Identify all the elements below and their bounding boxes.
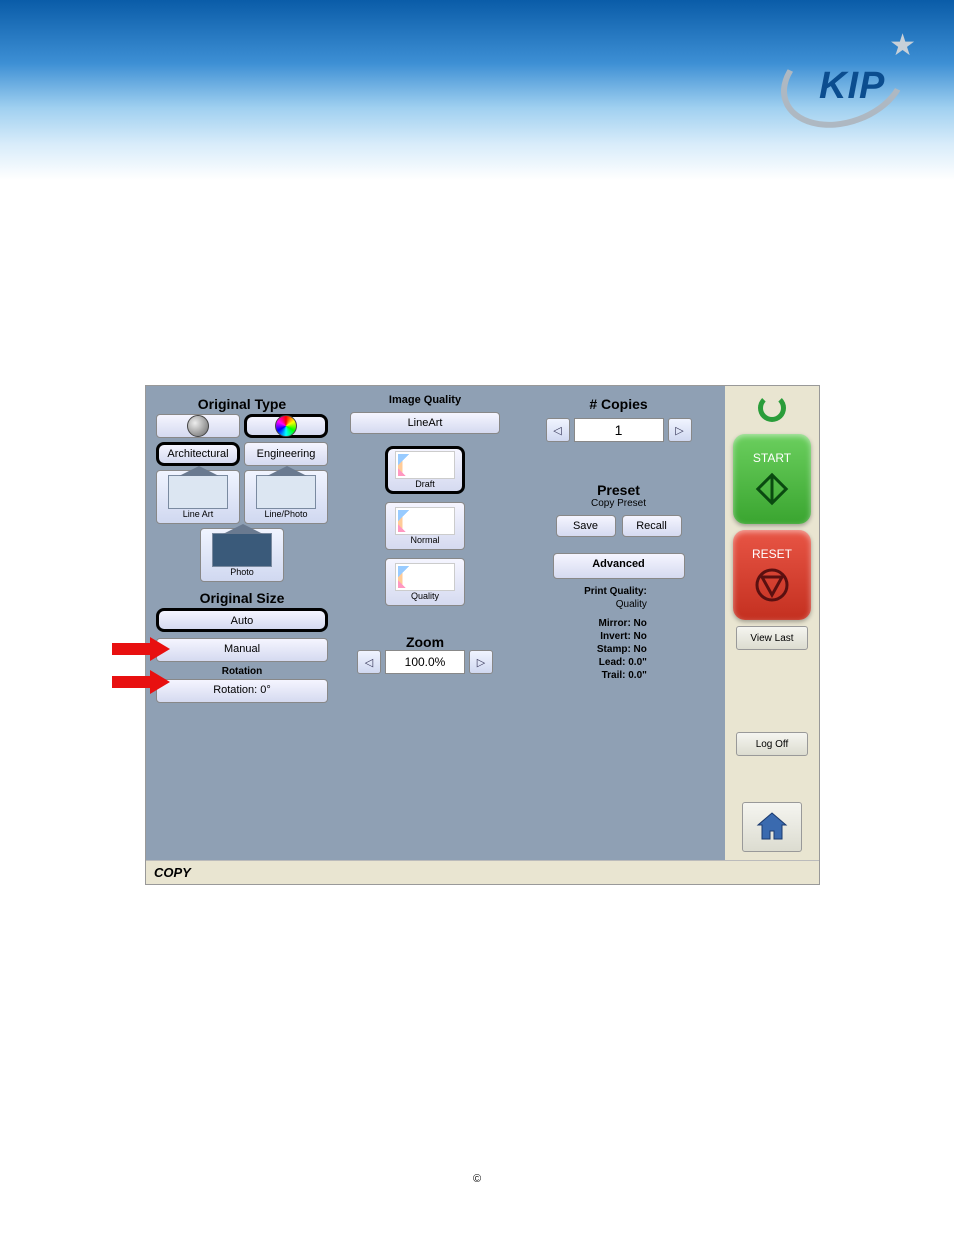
- start-diamond-icon: [754, 471, 790, 507]
- preset-title: Preset: [597, 482, 640, 498]
- zoom-value[interactable]: 100.0%: [385, 650, 465, 674]
- status-lead: Lead: 0.0": [584, 656, 647, 669]
- reset-label: RESET: [752, 547, 792, 561]
- original-size-title: Original Size: [200, 590, 285, 606]
- iq-normal-button[interactable]: Normal: [385, 502, 465, 550]
- line-photo-label: Line/Photo: [264, 509, 307, 519]
- mode-label: COPY: [154, 865, 191, 880]
- photo-label: Photo: [230, 567, 254, 577]
- house-photo-thumbnail-icon: [212, 533, 272, 567]
- home-button[interactable]: [742, 802, 802, 852]
- house-thumbnail-icon: [256, 475, 316, 509]
- iq-thumbnail-icon: [395, 451, 455, 479]
- advanced-button[interactable]: Advanced: [553, 553, 685, 579]
- copyright-symbol: ©: [473, 1173, 481, 1185]
- photo-button[interactable]: Photo: [200, 528, 284, 582]
- action-sidebar: START RESET View Last Log Off: [725, 386, 819, 860]
- zoom-decrease-button[interactable]: ◁: [357, 650, 381, 674]
- status-invert: Invert: No: [584, 630, 647, 643]
- photo-row: Photo: [200, 528, 284, 582]
- preset-row: Save Recall: [556, 515, 682, 537]
- screen-body-panel: Original Type Architectural Engineering …: [146, 386, 725, 860]
- iq-draft-button[interactable]: Draft: [385, 446, 465, 494]
- auto-size-button[interactable]: Auto: [156, 608, 328, 632]
- preset-subtitle: Copy Preset: [591, 498, 646, 509]
- zoom-row: ◁ 100.0% ▷: [357, 650, 493, 674]
- kip-logo: ★ KIP: [784, 30, 924, 130]
- status-mirror: Mirror: No: [584, 617, 647, 630]
- home-icon: [754, 811, 790, 843]
- original-type-column: Original Type Architectural Engineering …: [152, 394, 332, 852]
- iq-quality-button[interactable]: Quality: [385, 558, 465, 606]
- original-type-title: Original Type: [198, 396, 286, 412]
- architectural-button[interactable]: Architectural: [156, 442, 240, 466]
- copies-decrease-button[interactable]: ◁: [546, 418, 570, 442]
- copies-value[interactable]: 1: [574, 418, 664, 442]
- manual-size-button[interactable]: Manual: [156, 638, 328, 662]
- start-button[interactable]: START: [733, 434, 811, 524]
- iq-thumbnail-icon: [395, 507, 455, 535]
- image-quality-value-button[interactable]: LineArt: [350, 412, 500, 434]
- rotation-button[interactable]: Rotation: 0°: [156, 679, 328, 703]
- view-last-button[interactable]: View Last: [736, 626, 808, 650]
- logo-text: KIP: [819, 65, 885, 108]
- zoom-title: Zoom: [406, 634, 444, 650]
- page-header-gradient: ★ KIP: [0, 0, 954, 180]
- copy-screen-window: Original Type Architectural Engineering …: [145, 385, 820, 885]
- image-quality-title: Image Quality: [389, 394, 461, 406]
- engineering-button[interactable]: Engineering: [244, 442, 328, 466]
- image-quality-column: Image Quality LineArt Draft Normal Quali…: [340, 394, 510, 852]
- copies-preset-column: # Copies ◁ 1 ▷ Preset Copy Preset Save R…: [518, 394, 719, 852]
- preset-save-button[interactable]: Save: [556, 515, 616, 537]
- iq-draft-label: Draft: [415, 479, 435, 489]
- print-quality-label: Print Quality:: [584, 586, 647, 597]
- reset-button[interactable]: RESET: [733, 530, 811, 620]
- copies-row: ◁ 1 ▷: [546, 418, 692, 442]
- screen-footer: COPY: [146, 860, 819, 884]
- status-trail: Trail: 0.0": [584, 669, 647, 682]
- grayscale-icon: [187, 415, 209, 437]
- rotation-label: Rotation: [222, 666, 263, 677]
- mono-button[interactable]: [156, 414, 240, 438]
- arch-eng-row: Architectural Engineering: [156, 442, 328, 466]
- start-label: START: [753, 451, 791, 465]
- iq-normal-label: Normal: [410, 535, 439, 545]
- iq-thumbnail-icon: [395, 563, 455, 591]
- line-photo-button[interactable]: Line/Photo: [244, 470, 328, 524]
- log-off-button[interactable]: Log Off: [736, 732, 808, 756]
- status-block: Print Quality: Quality Mirror: No Invert…: [584, 585, 653, 682]
- zoom-increase-button[interactable]: ▷: [469, 650, 493, 674]
- color-wheel-icon: [275, 415, 297, 437]
- preset-recall-button[interactable]: Recall: [622, 515, 682, 537]
- status-spinner-icon: [758, 394, 786, 422]
- screen-main: Original Type Architectural Engineering …: [146, 386, 819, 860]
- lineart-linephoto-row: Line Art Line/Photo: [156, 470, 328, 524]
- status-stamp: Stamp: No: [584, 643, 647, 656]
- copies-increase-button[interactable]: ▷: [668, 418, 692, 442]
- color-button[interactable]: [244, 414, 328, 438]
- iq-quality-label: Quality: [411, 591, 439, 601]
- copies-title: # Copies: [589, 396, 647, 412]
- reset-triangle-icon: [752, 567, 792, 603]
- line-art-label: Line Art: [183, 509, 214, 519]
- line-art-button[interactable]: Line Art: [156, 470, 240, 524]
- house-thumbnail-icon: [168, 475, 228, 509]
- mono-color-row: [156, 414, 328, 438]
- logo-star-icon: ★: [889, 28, 916, 63]
- print-quality-value: Quality: [584, 598, 647, 611]
